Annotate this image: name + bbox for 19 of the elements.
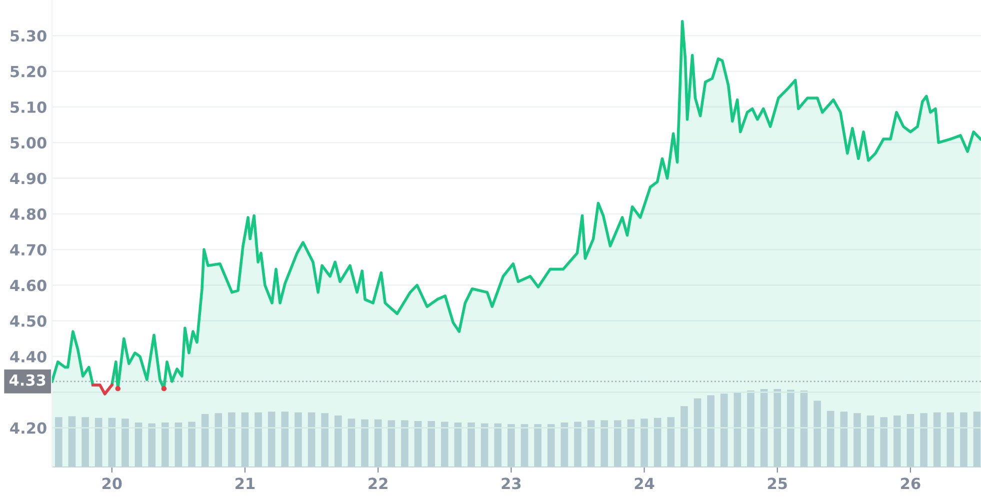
y-tick-label: 4.80 xyxy=(10,208,46,220)
y-tick-label: 4.40 xyxy=(10,350,46,363)
x-tick-label: 21 xyxy=(236,478,255,490)
x-tick-label: 26 xyxy=(901,478,920,490)
y-tick-label: 4.50 xyxy=(10,315,46,327)
x-tick-label: 23 xyxy=(502,478,521,490)
y-tick-label: 5.30 xyxy=(10,30,46,42)
y-tick-label: 5.20 xyxy=(10,66,46,78)
y-tick-label: 4.20 xyxy=(10,422,46,434)
y-tick-label: 4.60 xyxy=(10,280,46,292)
y-tick-label: 4.90 xyxy=(10,172,46,184)
y-tick-label: 5.10 xyxy=(10,101,46,113)
y-tick-label: 5.00 xyxy=(10,137,46,149)
ref-line-label: 4.33 xyxy=(9,374,46,386)
y-tick-label: 4.70 xyxy=(10,244,46,256)
x-tick-label: 24 xyxy=(634,478,654,490)
x-tick-label: 22 xyxy=(368,478,388,490)
x-tick-label: 25 xyxy=(768,478,787,490)
x-tick-label: 20 xyxy=(102,478,122,490)
